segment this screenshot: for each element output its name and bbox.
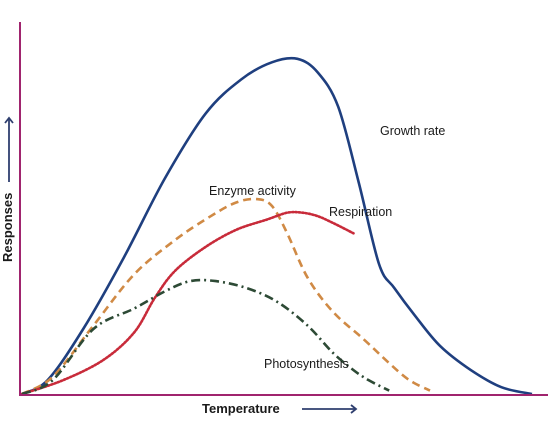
x-axis-arrow-icon [302,404,358,414]
series-line-enzyme-activity [21,197,431,396]
series-layer [20,56,533,396]
series-label-photosynthesis: Photosynthesis [264,357,349,371]
y-axis-arrow-head [4,116,14,124]
series-line-photosynthesis [21,278,390,396]
y-axis-arrow-icon [4,116,14,182]
series-line-respiration [20,210,355,396]
x-axis-title: Temperature [202,401,280,416]
x-axis-arrow-head [350,404,358,414]
series-label-respiration: Respiration [329,205,392,219]
series-label-growth-rate: Growth rate [380,124,445,138]
series-line-growth-rate [21,56,533,396]
series-label-enzyme-activity: Enzyme activity [209,184,297,198]
y-axis-title: Responses [0,193,15,262]
